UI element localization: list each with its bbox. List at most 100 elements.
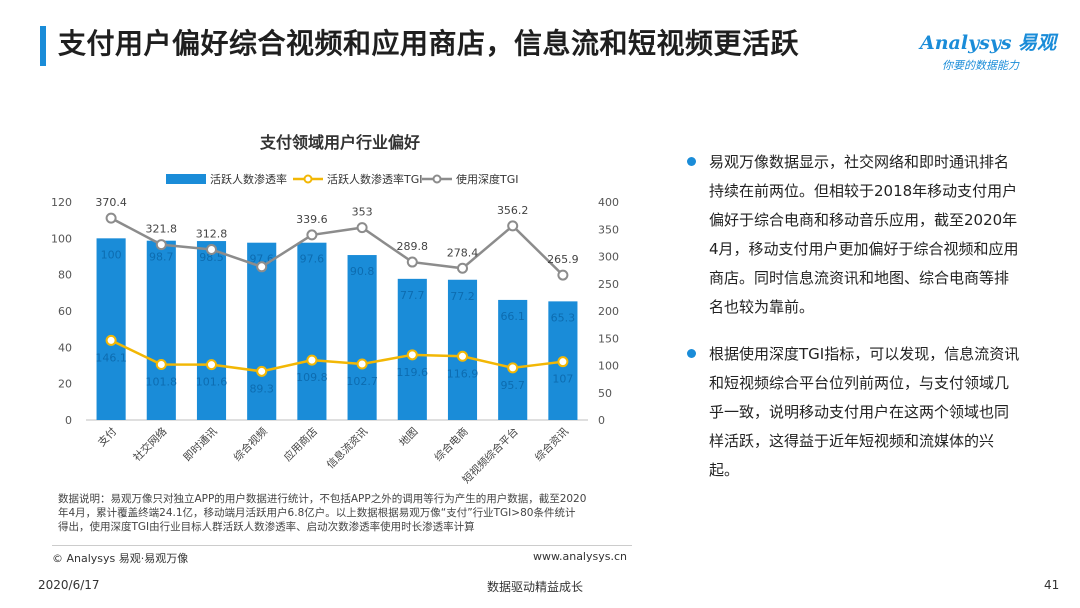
legend-label-penetration: 活跃人数渗透率 — [210, 172, 287, 186]
bar-value-label: 97.6 — [300, 253, 325, 266]
category-label: 支付 — [95, 425, 119, 449]
y-right-tick-label: 250 — [598, 278, 619, 291]
penetration-tgi-label: 146.1 — [95, 351, 127, 364]
y-left-tick-label: 40 — [58, 341, 72, 354]
logo-slogan: 你要的数据能力 — [942, 59, 1019, 72]
penetration-tgi-point — [507, 362, 519, 374]
data-notes: 数据说明：易观万像只对独立APP的用户数据进行统计，不包括APP之外的调用等行为… — [58, 492, 638, 534]
data-note-line-2: 年4月，累计覆盖终端24.1亿，移动端月活跃用户6.8亿户。以上数据根据易观万像… — [58, 507, 576, 519]
data-note-line-3: 得出，使用深度TGI由行业目标人群活跃人数渗透率、启动次数渗透率使用时长渗透率计… — [58, 521, 475, 533]
y-right-tick-label: 0 — [598, 414, 605, 427]
bar-value-label: 98.7 — [149, 251, 174, 264]
website-link[interactable]: www.analysys.cn — [533, 550, 627, 563]
y-right-tick-label: 300 — [598, 251, 619, 264]
depth-tgi-point — [206, 244, 217, 256]
bar — [347, 255, 377, 420]
depth-tgi-point — [256, 261, 268, 273]
penetration-tgi-label: 89.3 — [249, 382, 274, 395]
penetration-tgi-point — [457, 350, 468, 362]
legend-bar-swatch — [166, 174, 206, 184]
y-left-tick-label: 120 — [51, 196, 72, 209]
depth-tgi-label: 312.8 — [196, 228, 228, 241]
y-right-tick-label: 200 — [598, 305, 619, 318]
depth-tgi-label: 339.6 — [296, 213, 328, 226]
series-line-penetration-tgi — [110, 339, 564, 373]
category-label: 综合电商 — [432, 425, 471, 464]
bar — [498, 299, 528, 420]
page-number: 41 — [1044, 578, 1060, 592]
analysys-logo: Analysys 易观 你要的数据能力 — [920, 28, 1060, 76]
y-right-tick-label: 150 — [598, 332, 619, 345]
penetration-tgi-label: 101.6 — [196, 376, 228, 389]
y-left-tick-label: 20 — [58, 378, 72, 391]
bullet-dot-icon — [687, 349, 696, 358]
depth-tgi-point — [507, 220, 519, 232]
category-label: 即时通讯 — [181, 425, 220, 464]
depth-tgi-label: 356.2 — [497, 204, 529, 217]
insight-text: 根据使用深度TGI指标，可以发现，信息流资讯和短视频综合平台位列前两位，与支付领… — [709, 345, 1020, 479]
penetration-tgi-label: 109.8 — [296, 371, 328, 384]
penetration-tgi-point — [206, 359, 217, 371]
chart-title: 支付领域用户行业偏好 — [259, 133, 420, 152]
footer-divider — [52, 545, 632, 546]
depth-tgi-label: 265.9 — [547, 253, 579, 266]
category-label: 社交网络 — [131, 425, 170, 464]
category-label: 应用商店 — [281, 425, 320, 464]
penetration-tgi-point — [105, 334, 117, 346]
penetration-tgi-point — [306, 354, 318, 366]
penetration-tgi-label: 102.7 — [346, 375, 378, 388]
insight-text: 易观万像数据显示，社交网络和即时通讯排名持续在前两位。但相较于2018年移动支付… — [709, 153, 1019, 316]
depth-tgi-label: 321.8 — [146, 223, 178, 236]
bar-value-label: 77.2 — [450, 290, 475, 303]
penetration-tgi-point — [557, 356, 569, 368]
depth-tgi-label: 370.4 — [95, 196, 127, 209]
depth-tgi-point — [105, 212, 117, 224]
insight-item: 易观万像数据显示，社交网络和即时通讯排名持续在前两位。但相较于2018年移动支付… — [683, 148, 1023, 322]
bar — [297, 242, 327, 420]
y-right-tick-label: 50 — [598, 387, 612, 400]
legend-depth-marker — [432, 174, 442, 184]
category-label: 信息流资讯 — [324, 425, 371, 472]
y-left-tick-label: 100 — [51, 232, 72, 245]
footer-slogan: 数据驱动精益成长 — [487, 580, 584, 594]
depth-tgi-label: 353 — [352, 206, 373, 219]
penetration-tgi-label: 116.9 — [447, 367, 479, 380]
depth-tgi-label: 289.8 — [397, 240, 429, 253]
insight-list: 易观万像数据显示，社交网络和即时通讯排名持续在前两位。但相较于2018年移动支付… — [683, 148, 1023, 503]
depth-tgi-point — [356, 222, 368, 234]
penetration-tgi-point — [406, 349, 418, 361]
copyright: © Analysys 易观·易观万像 — [52, 552, 189, 565]
page-title: 支付用户偏好综合视频和应用商店，信息流和短视频更活跃 — [58, 27, 800, 60]
category-label: 地图 — [396, 425, 420, 449]
bar-value-label: 66.1 — [500, 310, 525, 323]
category-label: 综合视频 — [231, 425, 270, 464]
title-accent-bar — [40, 26, 46, 66]
depth-tgi-label: 278.4 — [447, 246, 479, 259]
depth-tgi-point — [155, 239, 167, 251]
bar — [146, 240, 176, 420]
bar-value-label: 100 — [101, 248, 122, 261]
category-label: 综合资讯 — [532, 425, 571, 464]
penetration-tgi-point — [256, 365, 268, 377]
penetration-tgi-label: 101.8 — [146, 376, 178, 389]
bar — [196, 241, 227, 420]
bullet-dot-icon — [687, 157, 696, 166]
y-left-tick-label: 0 — [65, 414, 72, 427]
depth-tgi-point — [306, 229, 318, 241]
y-right-tick-label: 400 — [598, 196, 619, 209]
penetration-tgi-label: 119.6 — [397, 366, 429, 379]
insight-item: 根据使用深度TGI指标，可以发现，信息流资讯和短视频综合平台位列前两位，与支付领… — [683, 340, 1023, 485]
y-left-tick-label: 60 — [58, 305, 72, 318]
depth-tgi-point — [557, 269, 569, 281]
logo-brand: Analysys 易观 — [920, 32, 1057, 54]
y-left-tick-label: 80 — [58, 269, 72, 282]
y-right-tick-label: 350 — [598, 223, 619, 236]
penetration-tgi-label: 95.7 — [500, 379, 525, 392]
bar-value-label: 65.3 — [551, 311, 576, 324]
bar-value-label: 90.8 — [350, 265, 375, 278]
legend-label-depth: 使用深度TGI — [456, 172, 519, 186]
chart-container: 支付领域用户行业偏好活跃人数渗透率 活跃人数渗透率TGI 使用深度TGI 0 20 40 6… — [40, 120, 640, 490]
penetration-tgi-point — [155, 359, 167, 371]
legend-label-tgi: 活跃人数渗透率TGI — [327, 172, 423, 186]
bar — [447, 279, 478, 420]
